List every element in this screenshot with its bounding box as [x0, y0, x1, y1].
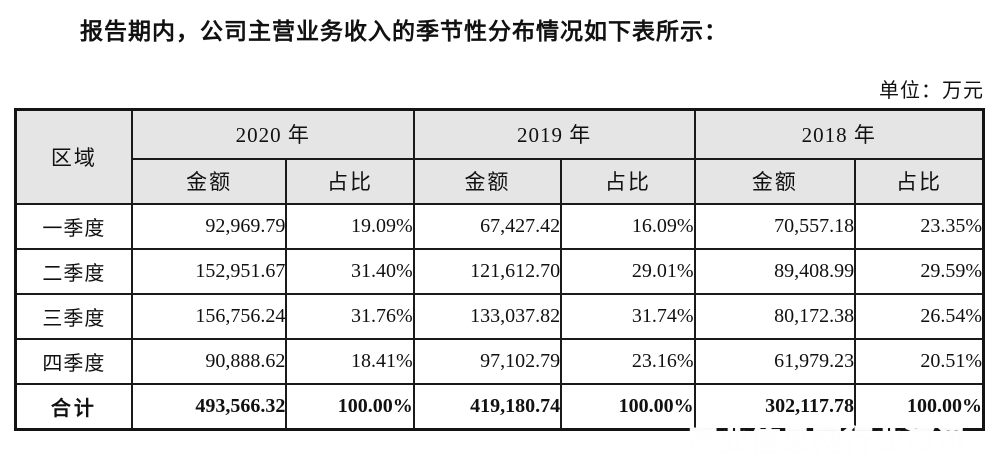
amount-cell: 156,756.24: [130, 292, 288, 340]
percent-cell: 29.59%: [854, 247, 985, 295]
amount-cell: 121,612.70: [412, 247, 563, 295]
unit-label: 单位：万元: [879, 80, 984, 102]
sub-header-pct-2018: 占比: [854, 157, 985, 205]
amount-cell: 67,427.42: [412, 202, 563, 250]
sub-header-pct-2020: 占比: [285, 157, 415, 205]
percent-cell: 23.16%: [560, 337, 696, 385]
amount-cell: 97,102.79: [412, 337, 563, 385]
total-label-cell: 合计: [14, 382, 133, 431]
percent-cell: 100.00%: [560, 382, 696, 431]
sub-header-amount-2019: 金额: [412, 157, 563, 205]
region-cell: 一季度: [14, 202, 133, 250]
percent-cell: 16.09%: [560, 202, 696, 250]
table-header-sub-row: 金额 占比 金额 占比 金额 占比: [16, 157, 985, 205]
sub-header-pct-2019: 占比: [560, 157, 696, 205]
amount-cell: 419,180.74: [412, 382, 563, 431]
amount-cell: 133,037.82: [412, 292, 563, 340]
amount-cell: 70,557.18: [693, 202, 857, 250]
table-row: 四季度 90,888.62 18.41% 97,102.79 23.16% 61…: [14, 337, 985, 385]
seasonal-revenue-table: 区域 2020 年 2019 年 2018 年 金额 占比 金额 占比 金额 占…: [14, 108, 985, 431]
percent-cell: 23.35%: [854, 202, 985, 250]
percent-cell: 26.54%: [854, 292, 985, 340]
amount-cell: 152,951.67: [130, 247, 288, 295]
table-row: 一季度 92,969.79 19.09% 67,427.42 16.09% 70…: [14, 202, 985, 250]
amount-cell: 61,979.23: [693, 337, 857, 385]
sub-header-amount-2020: 金额: [130, 157, 288, 205]
amount-cell: 92,969.79: [130, 202, 288, 250]
amount-cell: 493,566.32: [130, 382, 288, 431]
region-cell: 四季度: [14, 337, 133, 385]
region-cell: 三季度: [14, 292, 133, 340]
percent-cell: 100.00%: [854, 382, 985, 431]
percent-cell: 100.00%: [285, 382, 415, 431]
percent-cell: 29.01%: [560, 247, 696, 295]
year-header-2019: 2019 年: [412, 108, 696, 160]
amount-cell: 90,888.62: [130, 337, 288, 385]
amount-cell: 302,117.78: [693, 382, 857, 431]
amount-cell: 80,172.38: [693, 292, 857, 340]
total-row: 合计 493,566.32 100.00% 419,180.74 100.00%…: [14, 382, 985, 431]
year-header-2020: 2020 年: [130, 108, 415, 160]
percent-cell: 31.74%: [560, 292, 696, 340]
percent-cell: 31.76%: [285, 292, 415, 340]
sub-header-amount-2018: 金额: [693, 157, 857, 205]
table-row: 二季度 152,951.67 31.40% 121,612.70 29.01% …: [14, 247, 985, 295]
year-header-2018: 2018 年: [693, 108, 985, 160]
corner-header-cell: 区域: [14, 108, 133, 205]
percent-cell: 19.09%: [285, 202, 415, 250]
page-title: 报告期内，公司主营业务收入的季节性分布情况如下表所示：: [80, 19, 728, 44]
percent-cell: 31.40%: [285, 247, 415, 295]
table-header-year-row: 区域 2020 年 2019 年 2018 年: [14, 108, 985, 205]
percent-cell: 20.51%: [854, 337, 985, 385]
region-cell: 二季度: [14, 247, 133, 295]
table-row: 三季度 156,756.24 31.76% 133,037.82 31.74% …: [14, 292, 985, 340]
amount-cell: 89,408.99: [693, 247, 857, 295]
percent-cell: 18.41%: [285, 337, 415, 385]
